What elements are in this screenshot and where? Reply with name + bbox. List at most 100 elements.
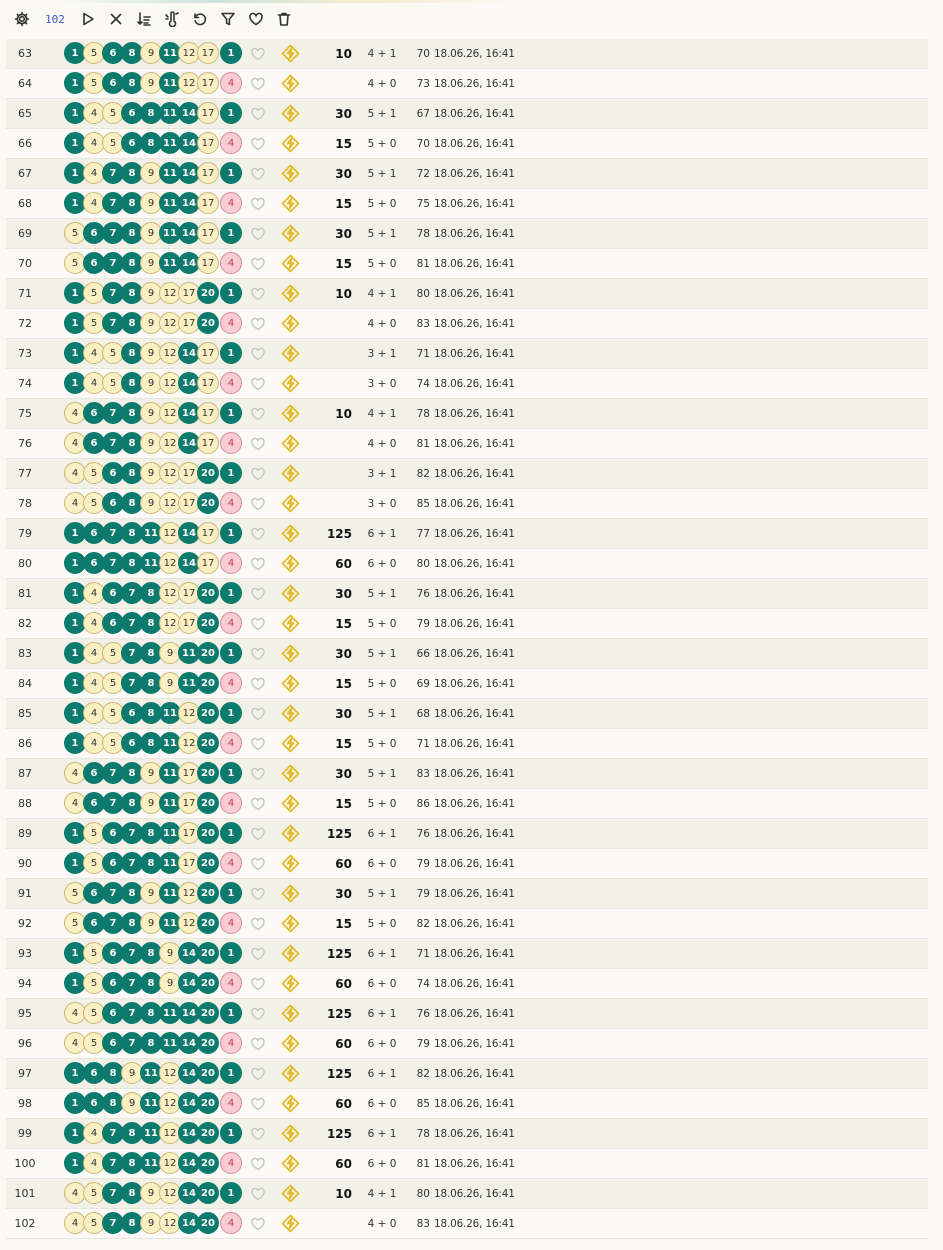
favorite-heart-icon[interactable] [250, 586, 266, 602]
favorite-heart-icon[interactable] [250, 526, 266, 542]
lightning-tag-icon[interactable] [281, 1064, 300, 1083]
lightning-tag-icon[interactable] [281, 974, 300, 993]
table-row[interactable]: 68 1 4 7 8 9 11 14 17 4 15 5 + 0 75 18.06.26, 16:41 [6, 189, 928, 219]
lightning-tag-icon[interactable] [281, 734, 300, 753]
favorite-heart-icon[interactable] [250, 676, 266, 692]
refresh-icon[interactable] [191, 10, 209, 28]
table-row[interactable]: 77 4 5 6 8 9 12 17 20 1 3 + 1 82 18.06.26, 16:41 [6, 459, 928, 489]
table-row[interactable]: 102 4 5 7 8 9 12 14 20 4 4 + 0 83 18.06.26, 16:41 [6, 1209, 928, 1239]
favorite-heart-icon[interactable] [250, 256, 266, 272]
favorite-heart-icon[interactable] [250, 166, 266, 182]
favorite-heart-icon[interactable] [250, 106, 266, 122]
count-link[interactable]: 102 [45, 12, 65, 26]
lightning-tag-icon[interactable] [281, 104, 300, 123]
table-row[interactable]: 87 4 6 7 8 9 11 17 20 1 30 5 + 1 83 18.06.26, 16:41 [6, 759, 928, 789]
table-row[interactable]: 71 1 5 7 8 9 12 17 20 1 10 4 + 1 80 18.06.26, 16:41 [6, 279, 928, 309]
favorite-heart-icon[interactable] [250, 856, 266, 872]
table-row[interactable]: 91 5 6 7 8 9 11 12 20 1 30 5 + 1 79 18.06.26, 16:41 [6, 879, 928, 909]
favorite-heart-icon[interactable] [250, 796, 266, 812]
table-row[interactable]: 83 1 4 5 7 8 9 11 20 1 30 5 + 1 66 18.06.26, 16:41 [6, 639, 928, 669]
thermometer-icon[interactable] [163, 10, 181, 28]
lightning-tag-icon[interactable] [281, 1094, 300, 1113]
lightning-tag-icon[interactable] [281, 194, 300, 213]
table-row[interactable]: 92 5 6 7 8 9 11 12 20 4 15 5 + 0 82 18.06.26, 16:41 [6, 909, 928, 939]
gear-icon[interactable] [13, 10, 31, 28]
favorite-heart-icon[interactable] [250, 1096, 266, 1112]
table-row[interactable]: 74 1 4 5 8 9 12 14 17 4 3 + 0 74 18.06.26, 16:41 [6, 369, 928, 399]
lightning-tag-icon[interactable] [281, 764, 300, 783]
lightning-tag-icon[interactable] [281, 944, 300, 963]
table-row[interactable]: 98 1 6 8 9 11 12 14 20 4 60 6 + 0 85 18.06.26, 16:41 [6, 1089, 928, 1119]
lightning-tag-icon[interactable] [281, 74, 300, 93]
favorite-heart-icon[interactable] [250, 136, 266, 152]
favorite-heart-icon[interactable] [250, 1216, 266, 1232]
favorite-heart-icon[interactable] [250, 1126, 266, 1142]
favorite-heart-icon[interactable] [250, 706, 266, 722]
favorite-heart-icon[interactable] [250, 736, 266, 752]
favorite-heart-icon[interactable] [250, 226, 266, 242]
lightning-tag-icon[interactable] [281, 374, 300, 393]
table-row[interactable]: 82 1 4 6 7 8 12 17 20 4 15 5 + 0 79 18.06.26, 16:41 [6, 609, 928, 639]
favorite-heart-icon[interactable] [250, 616, 266, 632]
favorite-heart-icon[interactable] [250, 1036, 266, 1052]
table-row[interactable]: 73 1 4 5 8 9 12 14 17 1 3 + 1 71 18.06.26, 16:41 [6, 339, 928, 369]
favorite-heart-icon[interactable] [250, 196, 266, 212]
lightning-tag-icon[interactable] [281, 1034, 300, 1053]
favorite-heart-icon[interactable] [250, 76, 266, 92]
favorite-heart-icon[interactable] [250, 766, 266, 782]
lightning-tag-icon[interactable] [281, 644, 300, 663]
lightning-tag-icon[interactable] [281, 914, 300, 933]
favorite-heart-icon[interactable] [250, 826, 266, 842]
table-row[interactable]: 80 1 6 7 8 11 12 14 17 4 60 6 + 0 80 18.06.26, 16:41 [6, 549, 928, 579]
favorite-heart-icon[interactable] [250, 286, 266, 302]
lightning-tag-icon[interactable] [281, 284, 300, 303]
favorite-heart-icon[interactable] [250, 646, 266, 662]
lightning-tag-icon[interactable] [281, 344, 300, 363]
table-row[interactable]: 81 1 4 6 7 8 12 17 20 1 30 5 + 1 76 18.06.26, 16:41 [6, 579, 928, 609]
lightning-tag-icon[interactable] [281, 1154, 300, 1173]
lightning-tag-icon[interactable] [281, 1214, 300, 1233]
lightning-tag-icon[interactable] [281, 614, 300, 633]
table-row[interactable]: 95 4 5 6 7 8 11 14 20 1 125 6 + 1 76 18.06.26, 16:41 [6, 999, 928, 1029]
favorite-heart-icon[interactable] [250, 1066, 266, 1082]
lightning-tag-icon[interactable] [281, 494, 300, 513]
lightning-tag-icon[interactable] [281, 134, 300, 153]
table-row[interactable]: 75 4 6 7 8 9 12 14 17 1 10 4 + 1 78 18.06.26, 16:41 [6, 399, 928, 429]
favorite-heart-icon[interactable] [250, 886, 266, 902]
table-row[interactable]: 67 1 4 7 8 9 11 14 17 1 30 5 + 1 72 18.06.26, 16:41 [6, 159, 928, 189]
favorite-heart-icon[interactable] [250, 496, 266, 512]
table-row[interactable]: 96 4 5 6 7 8 11 14 20 4 60 6 + 0 79 18.06.26, 16:41 [6, 1029, 928, 1059]
table-row[interactable]: 70 5 6 7 8 9 11 14 17 4 15 5 + 0 81 18.06.26, 16:41 [6, 249, 928, 279]
favorite-heart-icon[interactable] [250, 916, 266, 932]
favorite-heart-icon[interactable] [250, 1186, 266, 1202]
favorite-heart-icon[interactable] [250, 1156, 266, 1172]
table-row[interactable]: 85 1 4 5 6 8 11 12 20 1 30 5 + 1 68 18.06.26, 16:41 [6, 699, 928, 729]
table-row[interactable]: 94 1 5 6 7 8 9 14 20 4 60 6 + 0 74 18.06.26, 16:41 [6, 969, 928, 999]
lightning-tag-icon[interactable] [281, 794, 300, 813]
sort-icon[interactable] [135, 10, 153, 28]
lightning-tag-icon[interactable] [281, 524, 300, 543]
close-icon[interactable] [107, 10, 125, 28]
table-row[interactable]: 65 1 4 5 6 8 11 14 17 1 30 5 + 1 67 18.06.26, 16:41 [6, 99, 928, 129]
lightning-tag-icon[interactable] [281, 1124, 300, 1143]
lightning-tag-icon[interactable] [281, 314, 300, 333]
favorite-heart-icon[interactable] [250, 556, 266, 572]
table-row[interactable]: 78 4 5 6 8 9 12 17 20 4 3 + 0 85 18.06.26, 16:41 [6, 489, 928, 519]
lightning-tag-icon[interactable] [281, 1184, 300, 1203]
table-row[interactable]: 99 1 4 7 8 11 12 14 20 1 125 6 + 1 78 18.06.26, 16:41 [6, 1119, 928, 1149]
favorite-heart-icon[interactable] [250, 406, 266, 422]
trash-icon[interactable] [275, 10, 293, 28]
lightning-tag-icon[interactable] [281, 464, 300, 483]
heart-icon[interactable] [247, 10, 265, 28]
lightning-tag-icon[interactable] [281, 224, 300, 243]
lightning-tag-icon[interactable] [281, 854, 300, 873]
lightning-tag-icon[interactable] [281, 674, 300, 693]
lightning-tag-icon[interactable] [281, 164, 300, 183]
table-row[interactable]: 89 1 5 6 7 8 11 17 20 1 125 6 + 1 76 18.06.26, 16:41 [6, 819, 928, 849]
table-row[interactable]: 101 4 5 7 8 9 12 14 20 1 10 4 + 1 80 18.06.26, 16:41 [6, 1179, 928, 1209]
table-row[interactable]: 76 4 6 7 8 9 12 14 17 4 4 + 0 81 18.06.26, 16:41 [6, 429, 928, 459]
favorite-heart-icon[interactable] [250, 976, 266, 992]
table-row[interactable]: 84 1 4 5 7 8 9 11 20 4 15 5 + 0 69 18.06.26, 16:41 [6, 669, 928, 699]
table-row[interactable]: 86 1 4 5 6 8 11 12 20 4 15 5 + 0 71 18.06.26, 16:41 [6, 729, 928, 759]
favorite-heart-icon[interactable] [250, 316, 266, 332]
